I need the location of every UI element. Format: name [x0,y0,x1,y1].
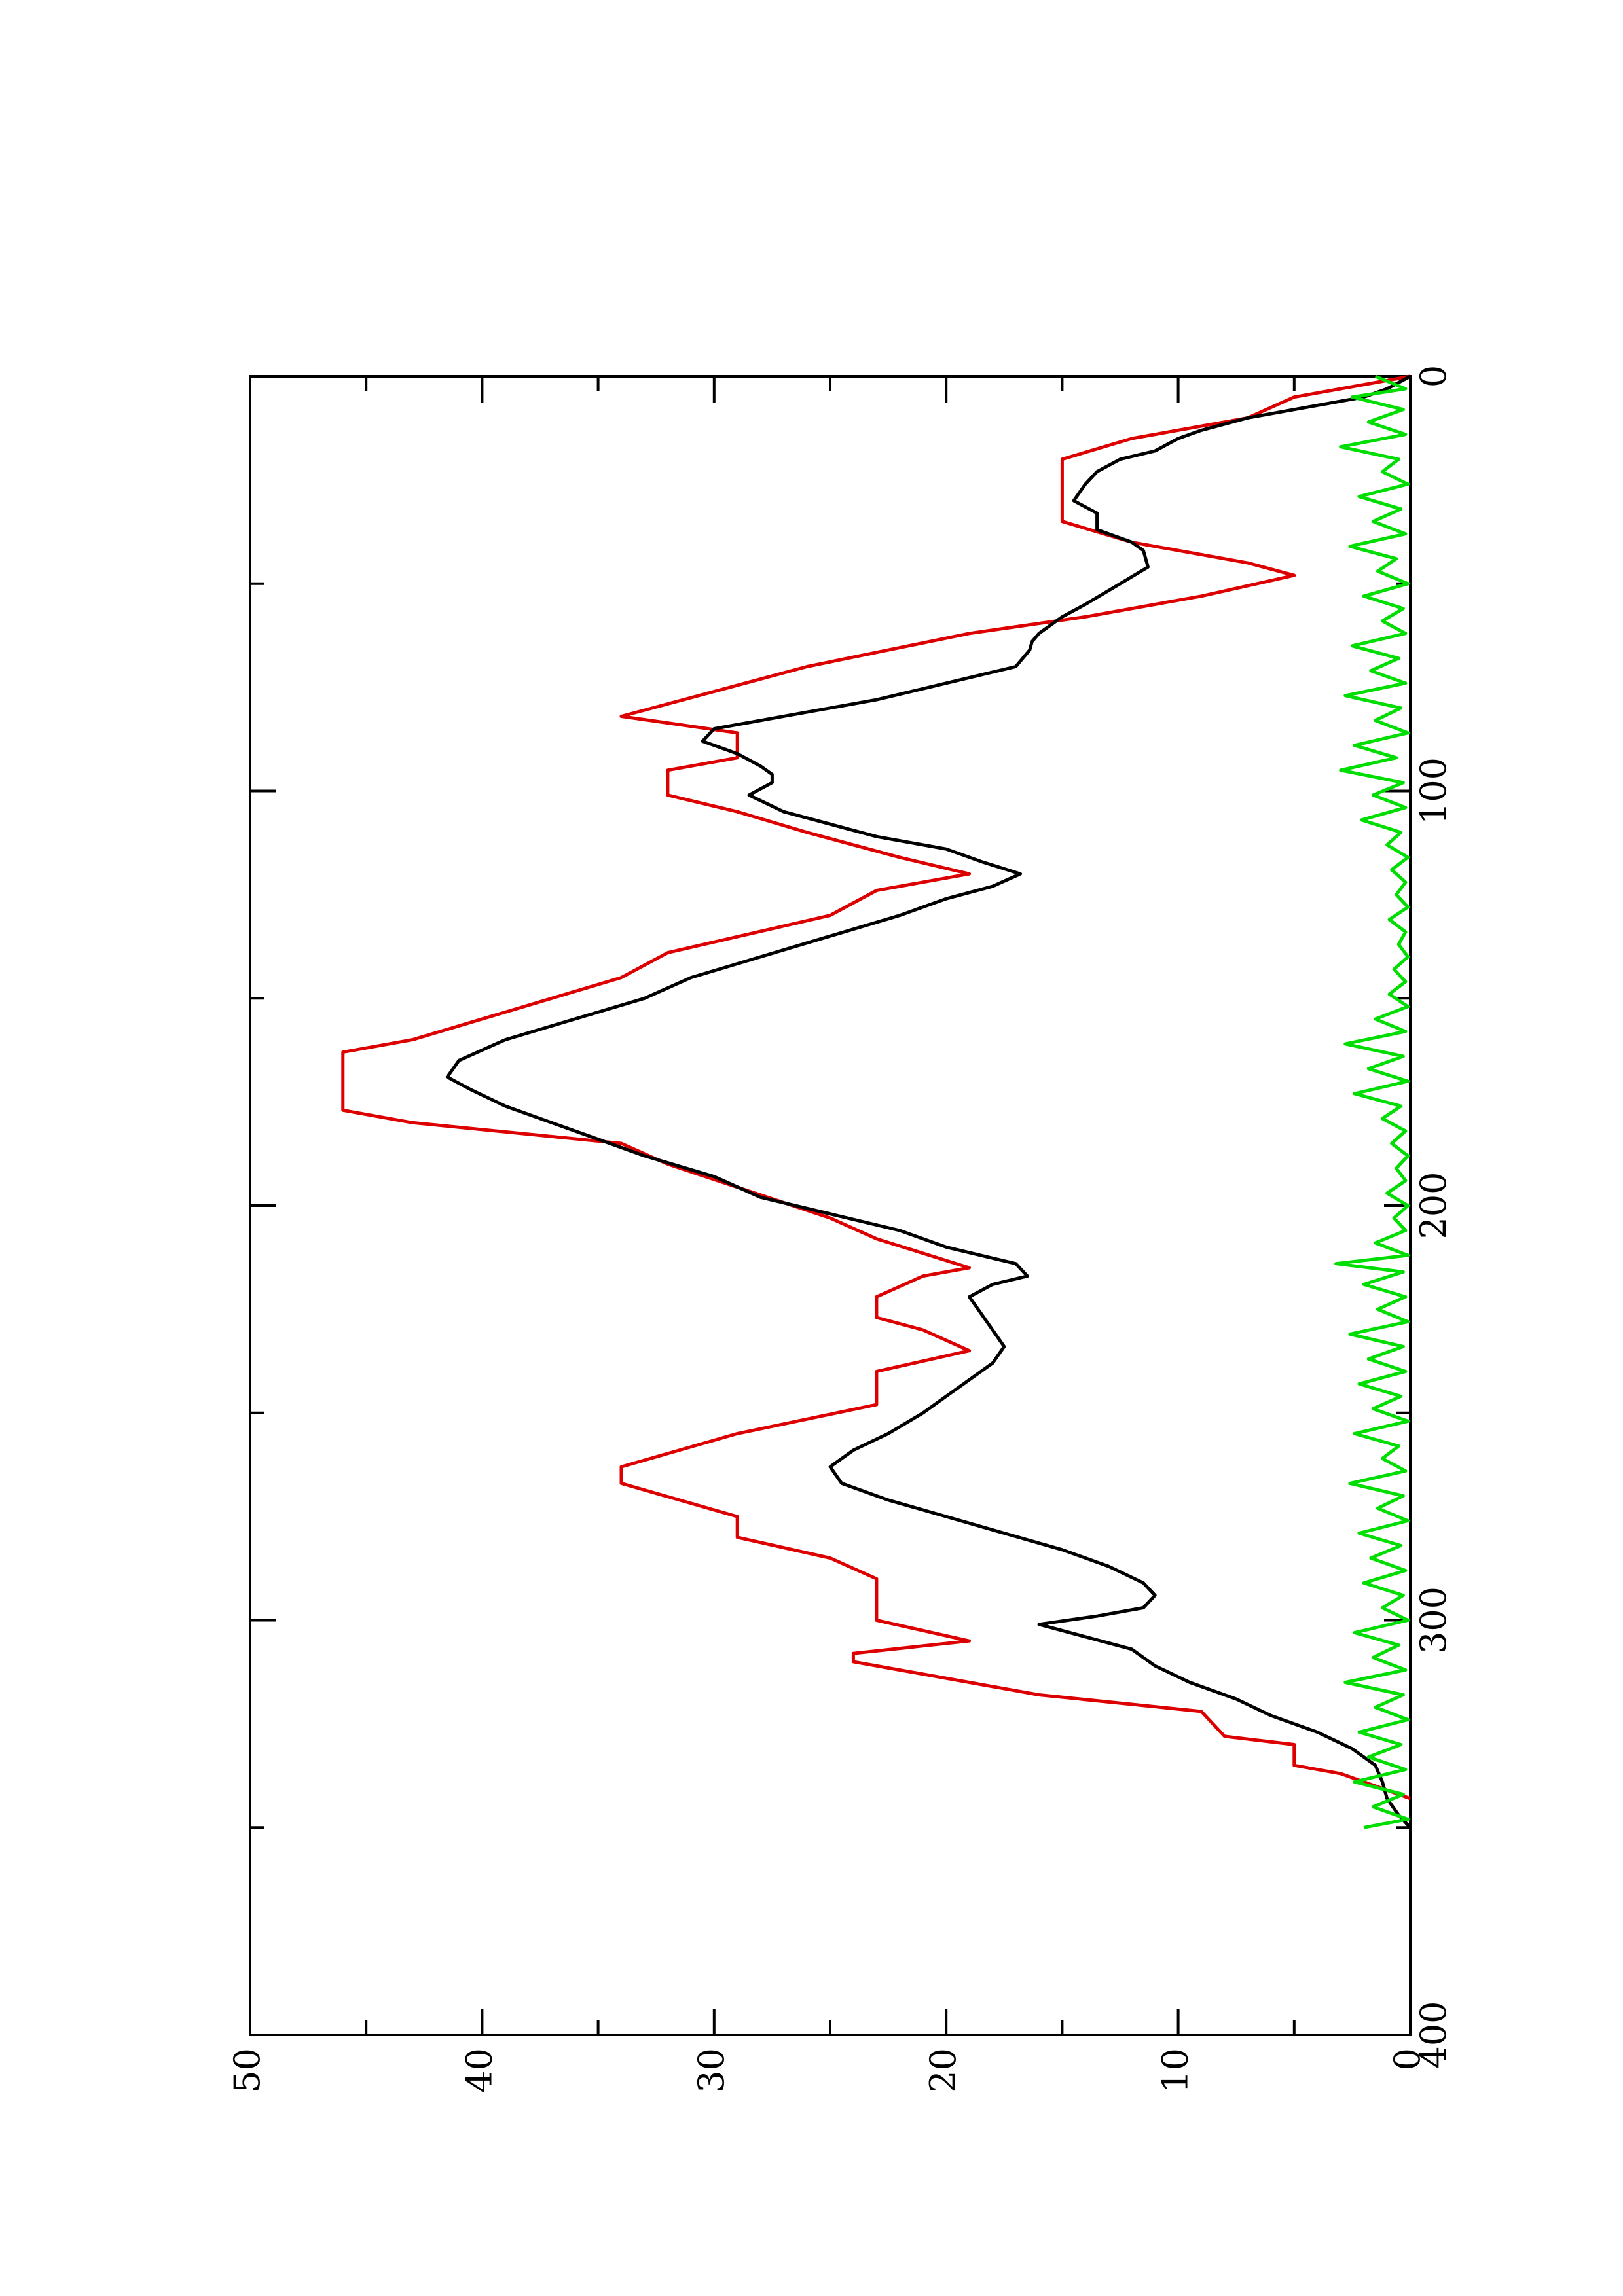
x-tick-label: 200 [1413,1172,1454,1239]
y-tick-label: 40 [458,2048,500,2093]
plot-frame [249,375,1412,2036]
series-layer [341,374,1412,1829]
y-tick-label: 50 [227,2048,268,2093]
x-tick-label: 0 [1413,365,1454,387]
y-tick-label: 30 [691,2048,732,2093]
x-tick-label: 400 [1413,2001,1454,2068]
y-tick-label: 10 [1155,2048,1196,2093]
series-line-1 [341,374,1411,1801]
y-tick-label: 20 [922,2048,964,2093]
ticks-layer [249,375,1412,2036]
y-tick-label: 0 [1387,2048,1428,2070]
series-line-3 [1334,374,1410,1829]
x-tick-label: 100 [1413,757,1454,825]
x-tick-label: 300 [1413,1587,1454,1654]
series-line-2 [445,374,1412,1829]
